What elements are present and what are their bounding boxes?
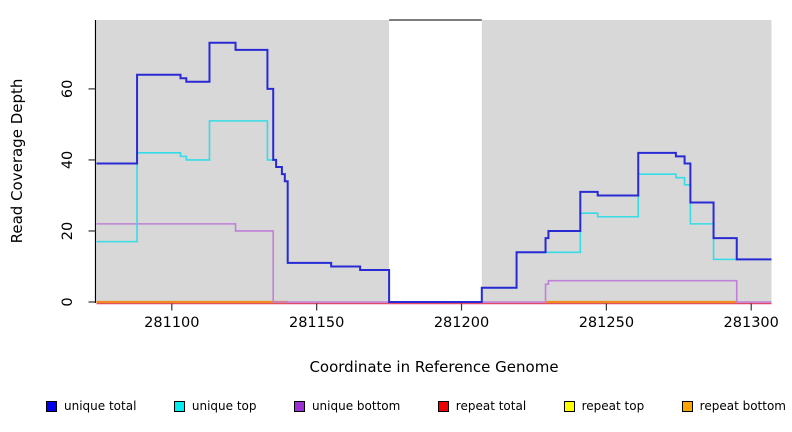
y-tick-label: 20 [60, 222, 76, 240]
legend-label: unique total [64, 399, 137, 413]
y-tick-label: 40 [60, 151, 76, 169]
x-axis-ticks: 281100 281150 281200 281250 281300 [144, 303, 779, 331]
legend-swatch-icon [293, 400, 305, 412]
legend-label: repeat bottom [699, 399, 786, 413]
y-tick-label: 0 [60, 297, 76, 306]
y-axis-ticks: 0 20 40 60 [60, 80, 96, 307]
plot-area: 281100 281150 281200 281250 281300 0 20 40 60 [60, 19, 779, 331]
legend-item-unique-top: unique top [173, 399, 257, 413]
legend-swatch-icon [46, 400, 57, 412]
legend-item-unique-bottom: unique bottom [293, 399, 401, 413]
legend-swatch-icon [681, 400, 693, 412]
legend-item-repeat-total: repeat total [437, 399, 527, 413]
x-tick-label: 281300 [724, 315, 779, 331]
legend-item-repeat-bottom: repeat bottom [681, 399, 786, 413]
x-tick-label: 281100 [144, 315, 199, 331]
y-tick-label: 60 [60, 80, 76, 98]
series-line-unique-total [96, 41, 772, 303]
x-axis-title: Coordinate in Reference Genome [309, 358, 559, 376]
x-tick-label: 281150 [289, 315, 344, 331]
coverage-gap-top-border [389, 19, 482, 21]
legend-swatch-icon [563, 400, 575, 412]
legend-swatch-icon [437, 400, 449, 412]
legend-swatch-icon [173, 400, 185, 412]
legend-label: repeat top [581, 399, 645, 413]
x-tick-label: 281250 [579, 315, 634, 331]
legend-item-unique-total: unique total [46, 399, 136, 413]
legend-item-repeat-top: repeat top [563, 399, 645, 413]
legend-label: unique top [191, 399, 257, 413]
y-axis-title: Read Coverage Depth [8, 78, 26, 244]
legend-label: unique bottom [311, 399, 401, 413]
series-line-unique-bottom [96, 223, 772, 303]
legend: unique total unique top unique bottom repea… [0, 399, 792, 413]
series-lines [96, 41, 772, 305]
x-tick-label: 281200 [434, 315, 489, 331]
coverage-gap-band [389, 20, 482, 304]
legend-label: repeat total [455, 399, 527, 413]
